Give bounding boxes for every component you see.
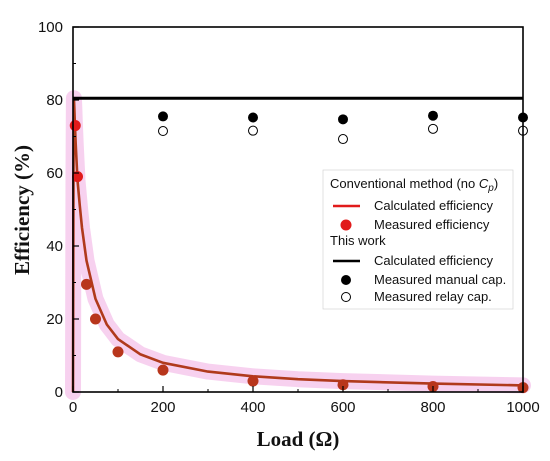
plot-series: [69, 96, 529, 394]
legend-item-measured-conventional: Measured efficiency: [374, 217, 490, 232]
data-point-relay-cap: [428, 123, 438, 134]
legend-red-dot-swatch: [340, 219, 352, 231]
legend-item-manual-cap: Measured manual cap.: [374, 272, 506, 287]
data-point-measured-conventional: [157, 364, 169, 376]
data-point-measured-conventional: [337, 379, 349, 391]
data-point-measured-conventional: [247, 375, 259, 387]
legend-item-relay-cap: Measured relay cap.: [374, 289, 492, 304]
legend-item-calc-this-work: Calculated efficiency: [374, 253, 493, 268]
series-line-0: [71, 96, 524, 393]
x-tick-label: 400: [240, 399, 265, 416]
legend-box: [322, 169, 514, 310]
legend-black-dot-swatch: [341, 275, 351, 285]
x-tick-label: 800: [420, 399, 445, 416]
y-tick-label: 100: [38, 19, 63, 36]
x-axis-title: Load (Ω): [257, 427, 340, 451]
x-tick-label: 200: [150, 399, 175, 416]
y-axis-title: Efficiency (%): [10, 145, 34, 275]
y-tick-label: 80: [46, 92, 63, 109]
legend-item-calc-conventional: Calculated efficiency: [374, 198, 493, 213]
x-tick-label: 600: [330, 399, 355, 416]
legend-open-dot-swatch: [341, 292, 351, 302]
y-tick-label: 0: [55, 384, 63, 401]
data-point-measured-conventional: [72, 171, 83, 183]
legend: Conventional method (no Cp) Calculated e…: [322, 169, 514, 310]
y-tick-label: 20: [46, 311, 63, 328]
data-point-relay-cap: [248, 125, 258, 136]
data-point-measured-conventional: [69, 120, 81, 132]
y-tick-label: 60: [46, 165, 63, 182]
data-point-manual-cap: [248, 112, 258, 123]
data-point-measured-conventional: [90, 313, 101, 325]
y-tick-label: 40: [46, 238, 63, 255]
data-point-measured-conventional: [112, 346, 124, 358]
axis-ticks: 0 200 400 600 800 1000 0 20 40 60 80 100: [38, 19, 540, 416]
x-tick-label: 0: [69, 399, 77, 416]
data-point-manual-cap: [428, 110, 438, 121]
data-point-manual-cap: [338, 114, 348, 125]
data-point-relay-cap: [158, 126, 168, 137]
data-point-manual-cap: [158, 111, 168, 122]
x-tick-label: 1000: [506, 399, 539, 416]
legend-group1-title: Conventional method (no Cp): [330, 176, 498, 194]
data-point-relay-cap: [338, 134, 348, 145]
data-point-measured-conventional: [81, 278, 92, 290]
legend-group2-title: This work: [330, 233, 386, 248]
